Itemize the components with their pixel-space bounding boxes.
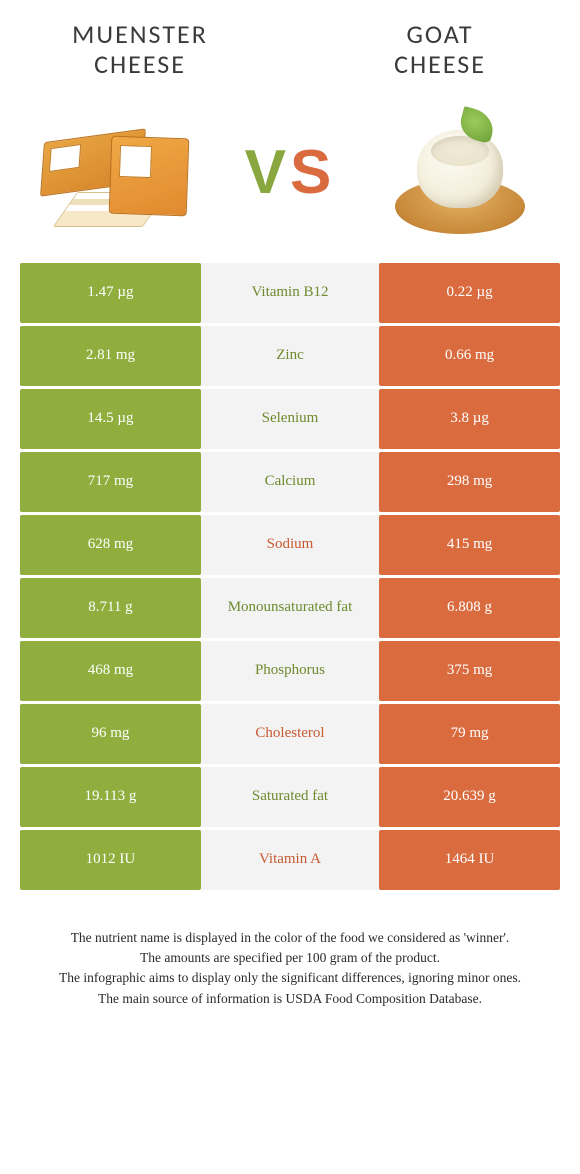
nutrient-label: Vitamin B12 <box>201 263 379 323</box>
left-food-title: MUENSTER CHEESE <box>40 20 240 80</box>
table-row: 628 mgSodium415 mg <box>20 515 560 575</box>
table-row: 2.81 mgZinc0.66 mg <box>20 326 560 386</box>
right-value: 79 mg <box>379 704 560 764</box>
left-value: 717 mg <box>20 452 201 512</box>
left-value: 8.711 g <box>20 578 201 638</box>
goat-image <box>375 102 545 242</box>
nutrient-label: Saturated fat <box>201 767 379 827</box>
nutrition-table: 1.47 µgVitamin B120.22 µg2.81 mgZinc0.66… <box>20 260 560 893</box>
table-row: 468 mgPhosphorus375 mg <box>20 641 560 701</box>
right-value: 20.639 g <box>379 767 560 827</box>
header: MUENSTER CHEESE GOAT CHEESE <box>0 0 580 90</box>
nutrition-table-wrap: 1.47 µgVitamin B120.22 µg2.81 mgZinc0.66… <box>0 260 580 893</box>
nutrient-label: Vitamin A <box>201 830 379 890</box>
disclaimer-line: The main source of information is USDA F… <box>30 989 550 1009</box>
nutrient-label: Phosphorus <box>201 641 379 701</box>
right-value: 0.66 mg <box>379 326 560 386</box>
table-row: 96 mgCholesterol79 mg <box>20 704 560 764</box>
left-title-line2: CHEESE <box>94 48 186 80</box>
disclaimer-line: The amounts are specified per 100 gram o… <box>30 948 550 968</box>
right-title-line1: GOAT <box>406 18 473 50</box>
images-row: VS <box>0 90 580 260</box>
table-row: 1.47 µgVitamin B120.22 µg <box>20 263 560 323</box>
left-value: 1012 IU <box>20 830 201 890</box>
nutrient-label: Cholesterol <box>201 704 379 764</box>
disclaimer-line: The infographic aims to display only the… <box>30 968 550 988</box>
nutrient-label: Sodium <box>201 515 379 575</box>
goat-cheese-icon <box>385 102 535 242</box>
left-value: 14.5 µg <box>20 389 201 449</box>
disclaimer: The nutrient name is displayed in the co… <box>0 893 580 1009</box>
left-value: 628 mg <box>20 515 201 575</box>
nutrient-label: Zinc <box>201 326 379 386</box>
vs-label: VS <box>245 137 336 208</box>
right-value: 298 mg <box>379 452 560 512</box>
table-row: 14.5 µgSelenium3.8 µg <box>20 389 560 449</box>
left-value: 2.81 mg <box>20 326 201 386</box>
nutrient-label: Selenium <box>201 389 379 449</box>
left-value: 468 mg <box>20 641 201 701</box>
right-value: 1464 IU <box>379 830 560 890</box>
left-title-line1: MUENSTER <box>72 18 208 50</box>
nutrient-label: Monounsaturated fat <box>201 578 379 638</box>
right-value: 415 mg <box>379 515 560 575</box>
left-value: 1.47 µg <box>20 263 201 323</box>
table-row: 1012 IUVitamin A1464 IU <box>20 830 560 890</box>
disclaimer-line: The nutrient name is displayed in the co… <box>30 928 550 948</box>
table-row: 19.113 gSaturated fat20.639 g <box>20 767 560 827</box>
left-value: 96 mg <box>20 704 201 764</box>
table-row: 8.711 gMonounsaturated fat6.808 g <box>20 578 560 638</box>
right-title-line2: CHEESE <box>394 48 486 80</box>
table-row: 717 mgCalcium298 mg <box>20 452 560 512</box>
right-food-title: GOAT CHEESE <box>340 20 540 80</box>
right-value: 375 mg <box>379 641 560 701</box>
left-value: 19.113 g <box>20 767 201 827</box>
muenster-cheese-icon <box>35 107 205 237</box>
nutrient-label: Calcium <box>201 452 379 512</box>
right-value: 3.8 µg <box>379 389 560 449</box>
muenster-image <box>35 102 205 242</box>
right-value: 6.808 g <box>379 578 560 638</box>
right-value: 0.22 µg <box>379 263 560 323</box>
